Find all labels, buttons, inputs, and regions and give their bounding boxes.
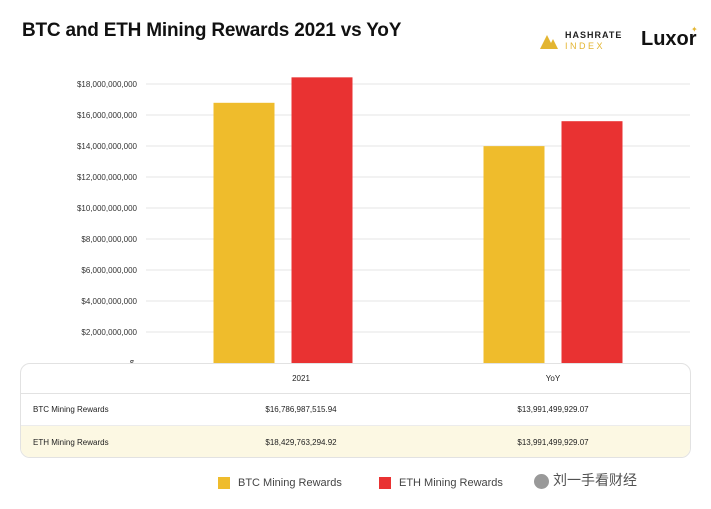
- bar-btc-yoy: [483, 146, 545, 363]
- y-tick-label: $12,000,000,000: [77, 173, 138, 182]
- legend-item-btc: BTC Mining Rewards: [218, 474, 342, 492]
- row-label-eth: ETH Mining Rewards: [33, 438, 109, 447]
- table-header-2021: 2021: [292, 374, 310, 383]
- sparkle-icon: ✦: [691, 25, 698, 34]
- luxor-logo: Luxor ✦: [641, 25, 698, 51]
- legend-swatch-eth: [379, 477, 391, 489]
- legend-label-btc: BTC Mining Rewards: [238, 477, 342, 489]
- luxor-brand-text: Luxor: [641, 28, 697, 50]
- y-tick-label: $10,000,000,000: [77, 204, 138, 213]
- y-tick-label: $4,000,000,000: [81, 297, 137, 306]
- legend-swatch-btc: [218, 477, 230, 489]
- chart-title: BTC and ETH Mining Rewards 2021 vs YoY: [22, 20, 402, 41]
- y-tick-label: $18,000,000,000: [77, 80, 138, 89]
- watermark-avatar-icon: [534, 473, 549, 489]
- table-header-row: 2021 YoY: [21, 364, 690, 394]
- watermark: 刘一手看财经: [534, 470, 637, 490]
- hashrate-logo-icon: [540, 35, 558, 49]
- y-tick-label: $6,000,000,000: [81, 266, 137, 275]
- bar-eth-yoy: [561, 121, 623, 363]
- y-tick-label: $16,000,000,000: [77, 111, 138, 120]
- table-row: ETH Mining Rewards $18,429,763,294.92 $1…: [21, 426, 690, 457]
- bar-btc-2021: [213, 102, 275, 363]
- eth-yoy-value: $13,991,499,929.07: [517, 438, 589, 447]
- table-row: BTC Mining Rewards $16,786,987,515.94 $1…: [21, 394, 690, 426]
- y-tick-label: $14,000,000,000: [77, 142, 138, 151]
- btc-yoy-value: $13,991,499,929.07: [517, 405, 589, 414]
- table-header-yoy: YoY: [545, 374, 561, 383]
- hashrate-brand-line1: HASHRATE: [565, 30, 623, 40]
- data-table: 2021 YoY BTC Mining Rewards $16,786,987,…: [20, 363, 691, 458]
- hashrate-brand-line2: INDEX: [565, 41, 606, 51]
- btc-2021-value: $16,786,987,515.94: [265, 405, 337, 414]
- eth-2021-value: $18,429,763,294.92: [265, 438, 337, 447]
- bar-eth-2021: [291, 77, 353, 363]
- row-label-btc: BTC Mining Rewards: [33, 405, 109, 414]
- legend-label-eth: ETH Mining Rewards: [399, 477, 503, 489]
- watermark-text: 刘一手看财经: [553, 472, 637, 488]
- hashrate-index-logo: HASHRATE INDEX: [538, 28, 624, 54]
- y-tick-label: $2,000,000,000: [81, 328, 137, 337]
- y-tick-label: $8,000,000,000: [81, 235, 137, 244]
- legend-item-eth: ETH Mining Rewards: [379, 474, 503, 492]
